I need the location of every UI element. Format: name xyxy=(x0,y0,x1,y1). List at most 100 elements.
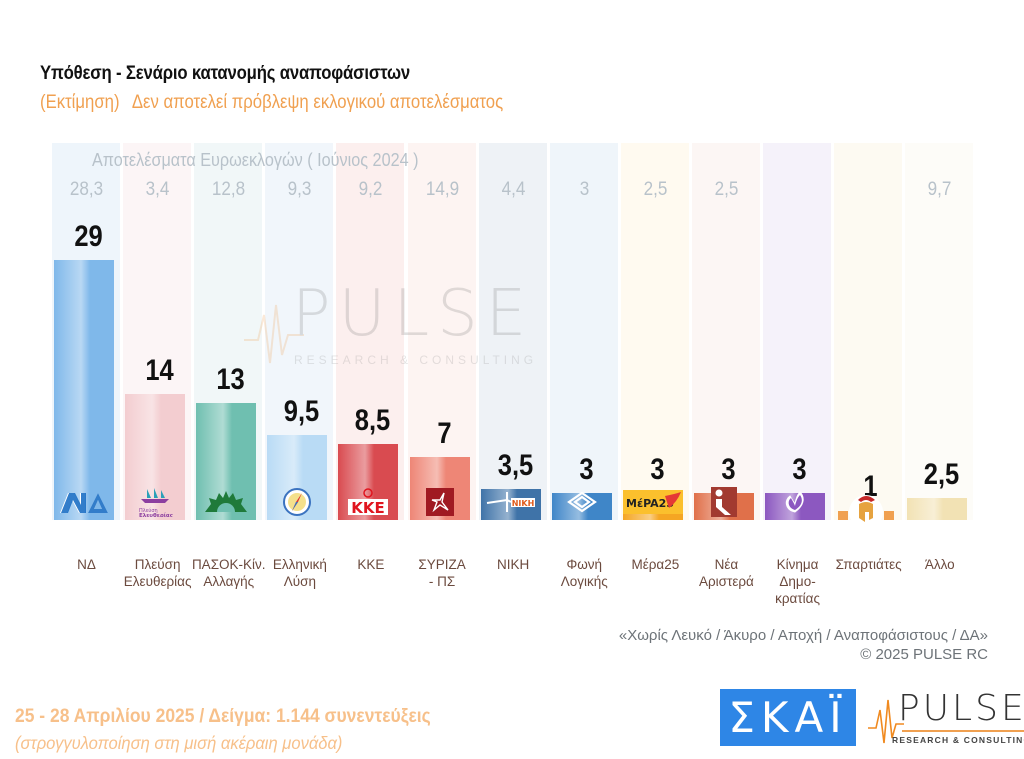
euro2024-value-label: 9,3 xyxy=(287,179,312,200)
rounding-note: (στρογγυλοποίηση στη μισή ακέραιη μονάδα… xyxy=(15,733,343,753)
category-label: ΠΑΣΟΚ-Κίν. Αλλαγής xyxy=(189,556,269,590)
category-label-line: Φωνή xyxy=(566,557,603,572)
category-label-line: ΚΚΕ xyxy=(357,557,385,572)
category-label-line: Ελευθερίας xyxy=(123,574,192,589)
category-label-line: Πλεύση xyxy=(134,557,181,572)
pulse-heartbeat-icon xyxy=(868,699,904,744)
bar-value-label: 1 xyxy=(863,470,878,503)
category-label: Μέρα25 xyxy=(615,556,695,573)
category-label-line: ΝΙΚΗ xyxy=(497,557,530,572)
category-label: Κίνημα Δημο-κρατίας xyxy=(758,556,838,607)
category-label: ΚΚΕ xyxy=(331,556,411,573)
category-label-line: Λύση xyxy=(283,574,316,589)
bar-value-label: 3 xyxy=(650,453,665,487)
chart-notes: «Χωρίς Λευκό / Άκυρο / Αποχή / Αναποφάσι… xyxy=(619,626,988,664)
euro2024-value-label: 3 xyxy=(579,179,589,200)
category-label-line: Δημο- xyxy=(779,574,816,589)
pulse-heartbeat-icon xyxy=(244,304,304,364)
category-label-line: Άλλο xyxy=(924,557,955,572)
bar-value-label: 3 xyxy=(579,453,594,487)
category-label-line: Σπαρτιάτες xyxy=(835,557,902,572)
plefsi-logo-icon: Πλεύση Ελευθερίας xyxy=(125,486,185,518)
pulse-watermark: PULSE RESEARCH & CONSULTING xyxy=(244,277,533,375)
bar-chart: PULSE RESEARCH & CONSULTING Αποτελέσματα… xyxy=(47,143,980,607)
column-stripe xyxy=(549,143,618,520)
bar xyxy=(838,511,849,520)
pulse-subtitle: RESEARCH & CONSULTING xyxy=(892,735,1024,745)
nea-aristera-logo-icon xyxy=(694,486,754,518)
euro2024-value-label: 9,2 xyxy=(358,179,383,200)
column-stripe xyxy=(620,143,689,520)
column-stripe xyxy=(834,143,903,520)
pulse-logo: PULSE RESEARCH & CONSULTING xyxy=(868,688,1024,748)
bar-value-label: 7 xyxy=(436,417,452,451)
column-stripe xyxy=(763,143,832,520)
category-label: ΝΔ xyxy=(47,556,127,573)
watermark-sub: RESEARCH & CONSULTING xyxy=(294,353,538,367)
copyright-note: © 2025 PULSE RC xyxy=(860,646,988,663)
category-label: Άλλο xyxy=(900,556,980,573)
category-label-line: ΣΥΡΙΖΑ xyxy=(418,557,466,572)
niki-logo-icon: NIKH xyxy=(481,486,541,518)
bar xyxy=(884,511,895,520)
svg-text:Ελευθερίας: Ελευθερίας xyxy=(139,512,173,517)
chart-title: Υπόθεση - Σενάριο κατανομής αναποφάσιστω… xyxy=(40,63,411,84)
bar-value-label: 8,5 xyxy=(355,403,391,437)
foni-logikis-logo-icon xyxy=(552,486,612,518)
bar-value-label: 3,5 xyxy=(497,448,533,482)
svg-text:NIKH: NIKH xyxy=(511,499,534,508)
bar xyxy=(267,434,328,520)
euro2024-value-label: 3,4 xyxy=(145,179,170,200)
column-stripe xyxy=(478,143,547,520)
spartiates-helmet-logo-icon xyxy=(836,490,896,532)
excluded-note: «Χωρίς Λευκό / Άκυρο / Αποχή / Αναποφάσι… xyxy=(618,627,988,644)
category-label-line: Ελληνική xyxy=(272,557,327,572)
euro2024-value-label: 28,3 xyxy=(69,179,104,200)
category-label: Νέα Αριστερά xyxy=(686,556,766,590)
bar-value-label: 14 xyxy=(145,354,174,388)
bar-value-label: 3 xyxy=(792,453,807,487)
category-label: Πλεύση Ελευθερίας xyxy=(118,556,198,590)
syriza-star-logo-icon xyxy=(410,486,470,518)
svg-text:MέPA25: MέPA25 xyxy=(626,497,674,510)
bar xyxy=(54,260,114,520)
column-stripe xyxy=(905,143,974,520)
svg-text:Πλεύση: Πλεύση xyxy=(139,507,158,514)
subtitle-estimate: (Εκτίμηση) xyxy=(40,92,120,113)
category-label: Ελληνική Λύση xyxy=(260,556,340,590)
category-label-line: κρατίας xyxy=(775,591,820,606)
pasok-sun-logo-icon xyxy=(196,486,256,518)
chart-subtitle: (Εκτίμηση) Δεν αποτελεί πρόβλεψη εκλογικο… xyxy=(40,92,503,114)
bar-value-label: 2,5 xyxy=(923,457,960,491)
category-label-line: Νέα xyxy=(714,557,739,572)
compass-logo-icon xyxy=(267,486,327,518)
pulse-wordmark: PULSE xyxy=(898,688,1024,729)
column-stripe xyxy=(407,143,476,520)
category-label: Σπαρτιάτες xyxy=(829,556,909,573)
bar xyxy=(907,497,968,520)
category-label-line: ΠΑΣΟΚ-Κίν. xyxy=(191,557,266,572)
skai-logo: ΣΚΑΪ xyxy=(720,689,856,746)
category-label-line: Αλλαγής xyxy=(203,574,255,589)
pulse-underline xyxy=(902,730,1024,732)
bar-value-label: 29 xyxy=(74,220,103,253)
category-label-line: Λογικής xyxy=(560,574,608,589)
kinima-dimokratias-logo-icon xyxy=(765,486,825,518)
subtitle-disclaimer: Δεν αποτελεί πρόβλεψη εκλογικού αποτελέσ… xyxy=(131,92,504,113)
euro2024-value-label: 12,8 xyxy=(212,179,246,200)
watermark-word: PULSE xyxy=(292,277,535,351)
bar-value-label: 9,5 xyxy=(284,394,320,428)
svg-text:KKE: KKE xyxy=(352,499,386,517)
bar-value-label: 3 xyxy=(721,453,736,487)
column-stripe xyxy=(691,143,760,520)
category-label: Φωνή Λογικής xyxy=(544,556,624,590)
category-label-line: - ΠΣ xyxy=(428,574,456,589)
survey-dates-sample: 25 - 28 Απριλίου 2025 / Δείγμα: 1.144 συ… xyxy=(15,706,431,727)
comparison-caption: Αποτελέσματα Ευρωεκλογών ( Ιούνιος 2024 … xyxy=(92,150,419,170)
mera25-logo-icon: MέPA25 xyxy=(622,486,683,518)
category-label-line: Μέρα25 xyxy=(631,557,680,572)
euro2024-value-label: 4,4 xyxy=(501,179,525,200)
kke-logo-icon: KKE xyxy=(338,486,398,518)
category-label-line: ΝΔ xyxy=(77,557,96,572)
euro2024-value-label: 9,7 xyxy=(927,179,952,200)
